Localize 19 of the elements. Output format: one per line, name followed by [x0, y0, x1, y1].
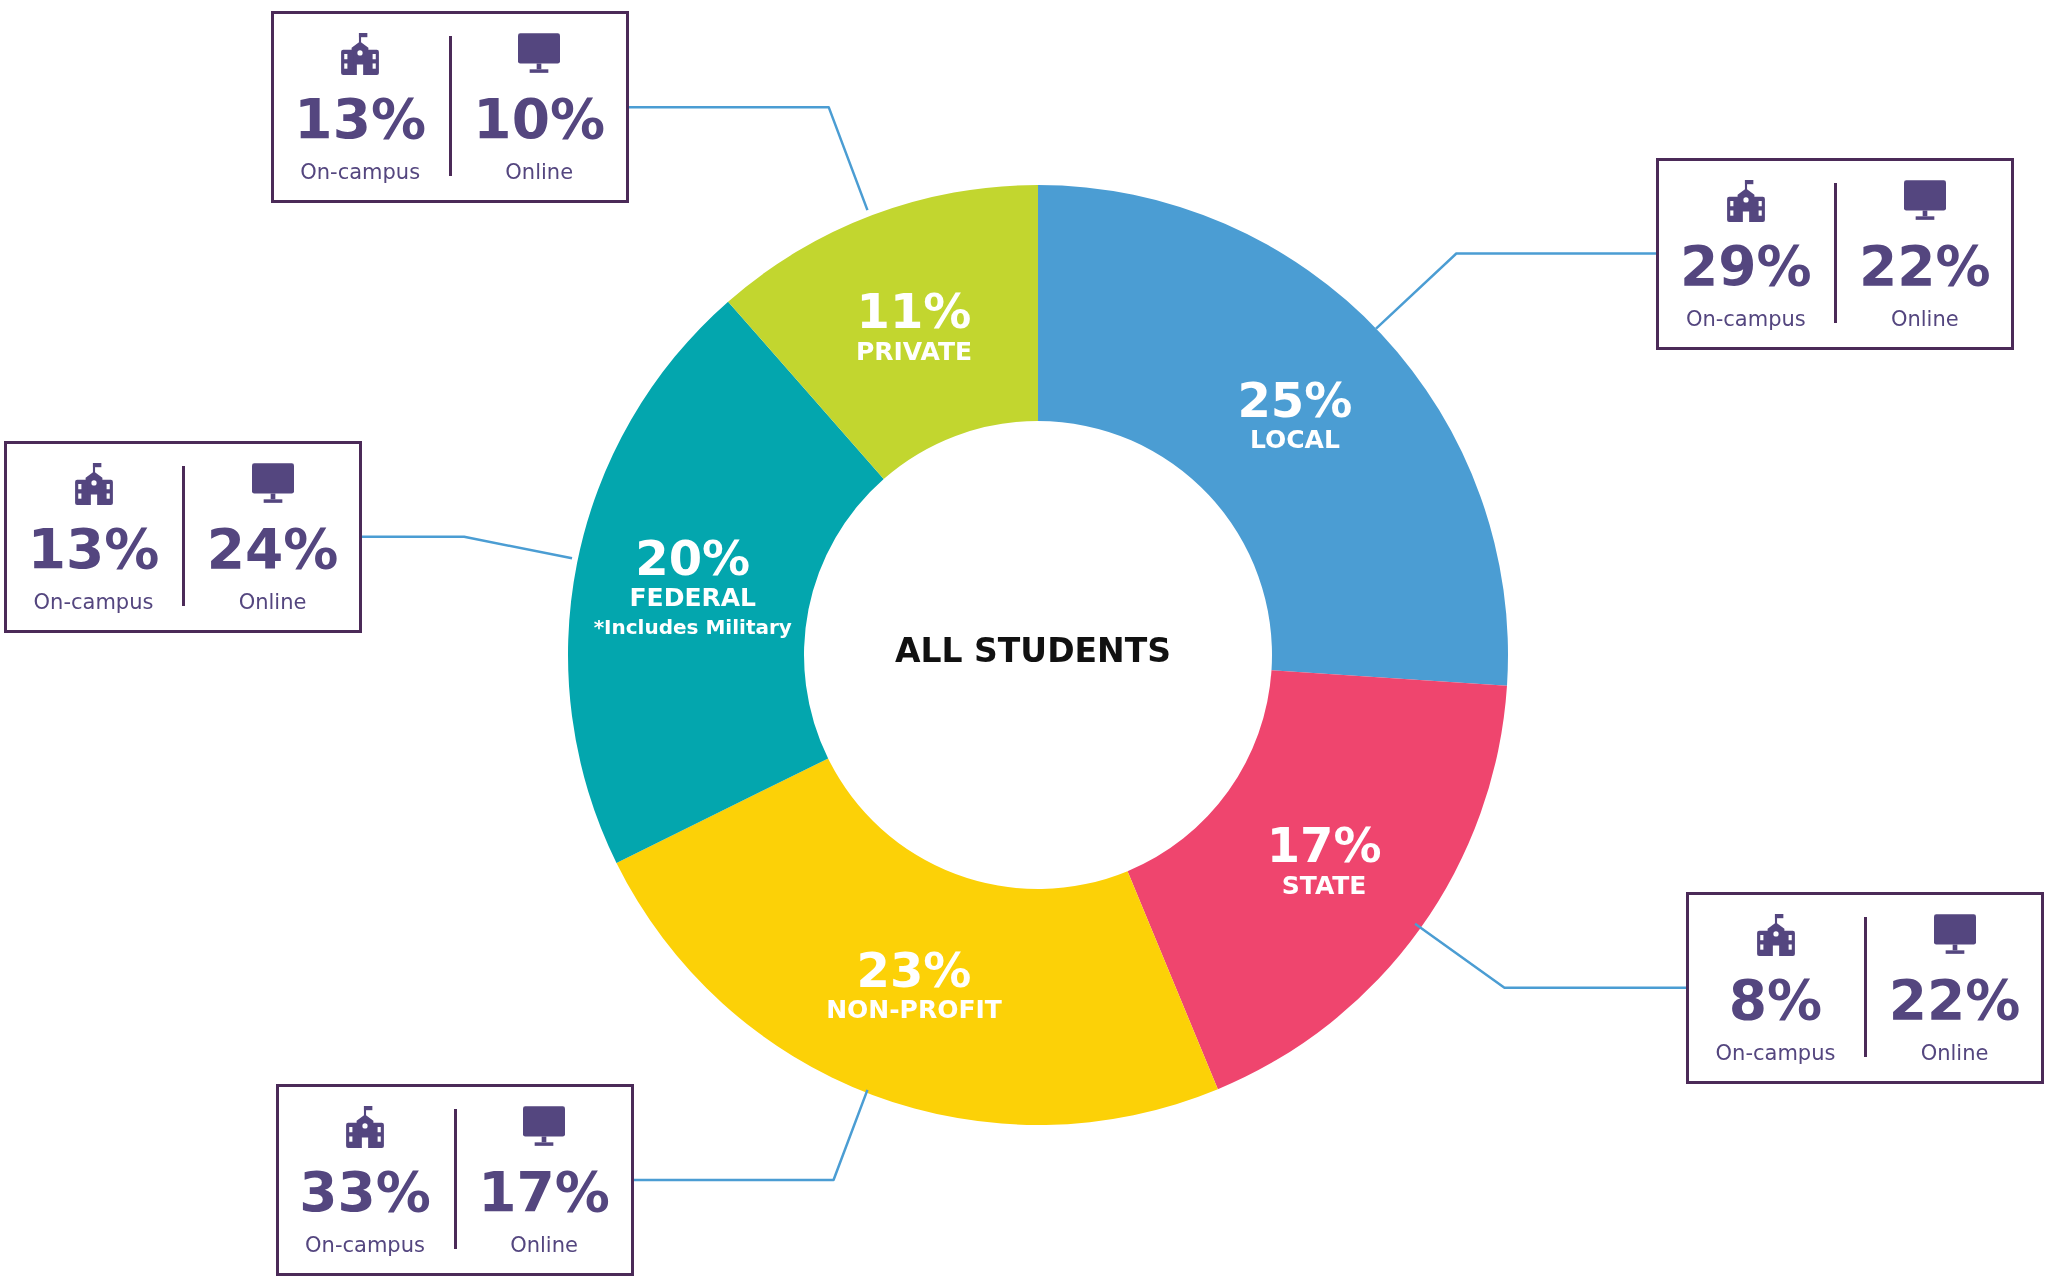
data-label: 23% [856, 941, 972, 998]
text: ALL STUDENTS [895, 631, 1171, 670]
data-label: 25% [1237, 371, 1353, 428]
slice-label: LOCAL [1249, 425, 1340, 455]
data-label: 11% [856, 282, 972, 339]
callout-box: 33% On-campus 17% Online [275, 1084, 634, 1276]
donut-slice [1127, 670, 1507, 1090]
donut-slice [728, 185, 1038, 480]
callout-box: 8% On-campus 22% Online [1686, 891, 2044, 1084]
slice-label: FEDERAL *Includes Military [593, 583, 792, 639]
callout-box: 29% On-campus 22% Online [1656, 157, 2015, 350]
donut-slice [616, 758, 1218, 1125]
slice-label: STATE [1281, 871, 1367, 901]
callout-box: 13% On-campus 10% Online [270, 11, 629, 204]
slice-label: NON-PROFIT [826, 995, 1002, 1025]
data-label: 17% [1266, 817, 1382, 874]
callout-box: 13% On-campus 24% Online [4, 440, 362, 633]
slice-label: PRIVATE [855, 336, 973, 366]
data-label: 20% [635, 529, 751, 586]
